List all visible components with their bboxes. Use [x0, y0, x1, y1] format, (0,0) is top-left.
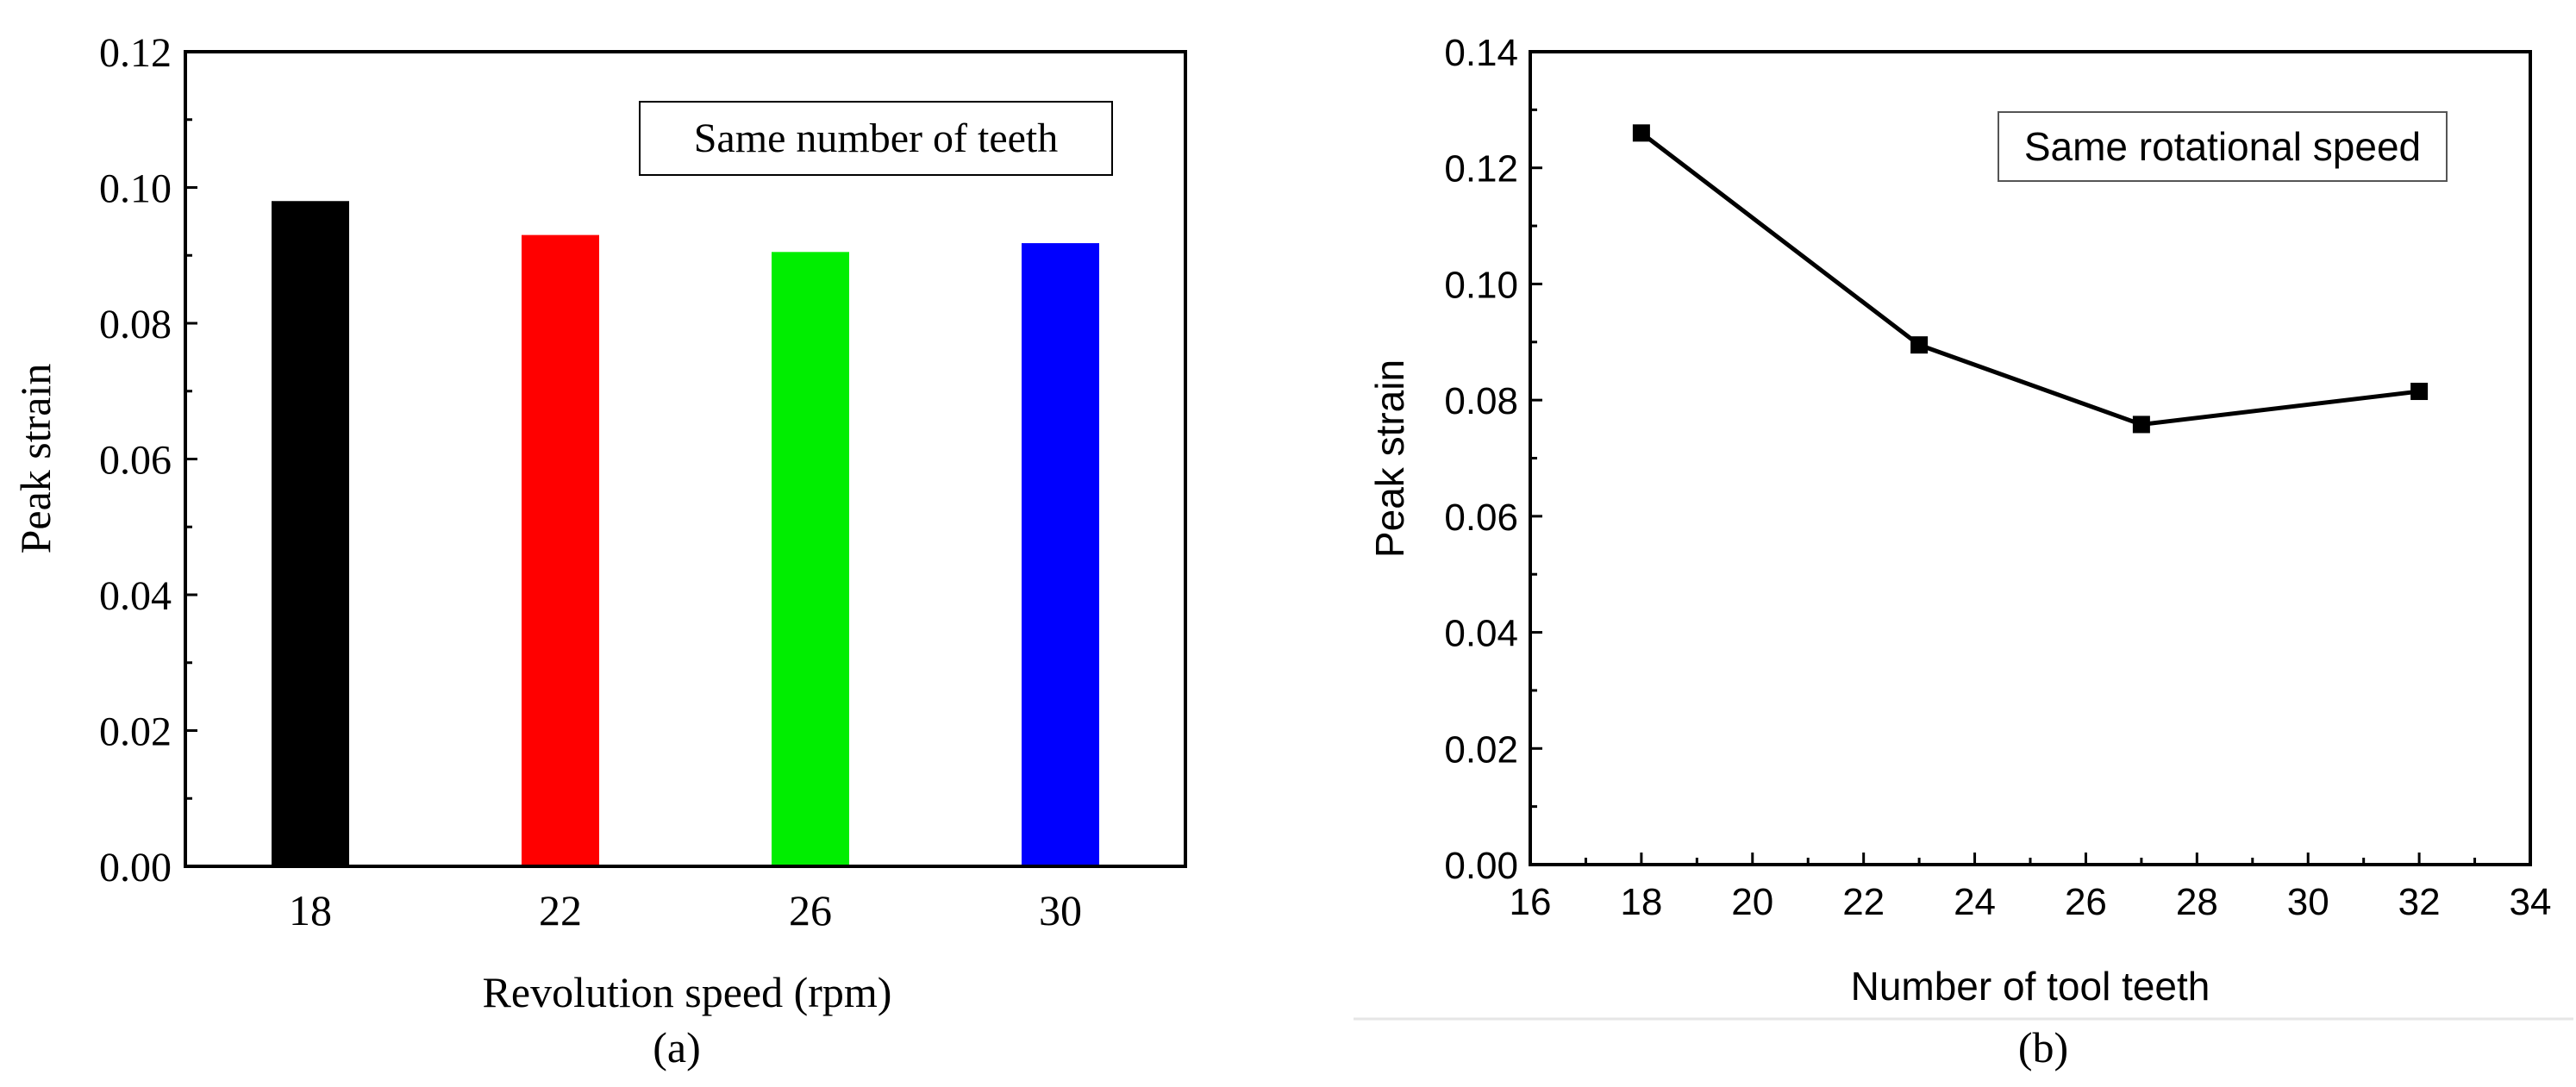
panel-b-y-tick-label: 0.04	[1444, 613, 1518, 655]
panel-a-bar-22	[522, 234, 599, 866]
panel-b-y-tick-label: 0.00	[1444, 845, 1518, 887]
panel-a-x-tick-label: 30	[1039, 886, 1082, 934]
panel-a-y-tick-label: 0.06	[99, 438, 172, 484]
panel-b-point-23	[1910, 336, 1929, 354]
panel-a-x-tick-label: 22	[539, 886, 582, 934]
panel-b-x-axis-label: Number of tool teeth	[1851, 964, 2210, 1009]
panel-b-plot-frame	[1529, 50, 2532, 866]
panel-a-annotation-box	[639, 101, 1113, 176]
panel-a-plot-frame	[184, 50, 1187, 868]
panel-b-x-tick-label: 34	[2510, 881, 2552, 923]
panel-b-point-32	[2410, 383, 2429, 401]
panel-a-bar-chart: 0.00 0.02 0.04 0.06 0.08 0.10 0.12 18 22 26 30 Sa…	[11, 30, 1187, 1071]
panel-b-x-tick-label: 28	[2176, 881, 2218, 923]
panel-b-x-tick-label: 20	[1731, 881, 1773, 923]
panel-b-annotation: Same rotational speed	[2024, 124, 2421, 169]
panel-b-y-tick-label: 0.06	[1444, 497, 1518, 539]
panel-b-x-tick-label: 18	[1620, 881, 1662, 923]
panel-a-annotation: Same number of teeth	[694, 116, 1059, 161]
panel-a-y-tick-label: 0.02	[99, 709, 172, 755]
panel-b-x-tick-label: 16	[1510, 881, 1552, 923]
panel-a-y-tick-label: 0.10	[99, 166, 172, 212]
panel-b-y-tick-label: 0.02	[1444, 728, 1518, 771]
panel-a-bar-30	[1022, 243, 1099, 866]
panel-a-bar-26	[772, 252, 849, 866]
panel-b-y-axis-label: Peak strain	[1367, 359, 1412, 558]
panel-b-x-tick-label: 30	[2287, 881, 2329, 923]
panel-b-label: (b)	[2018, 1023, 2068, 1071]
panel-a-y-tick-label: 0.04	[99, 573, 172, 619]
panel-a-y-tick-label: 0.12	[99, 30, 172, 76]
panel-b-x-tick-label: 22	[1842, 881, 1885, 923]
panel-a-y-tick-label: 0.00	[99, 845, 172, 890]
panel-a-x-tick-label: 26	[789, 886, 832, 934]
panel-a-bar-18	[272, 201, 349, 866]
panel-b-line-chart: 0.00 0.02 0.04 0.06 0.08 0.10 0.12 0.14 16 18 20 2…	[1354, 32, 2573, 1071]
panel-b-y-tick-label: 0.12	[1444, 148, 1518, 191]
panel-b-annotation-box	[1998, 111, 2448, 182]
panel-a-y-tick-label: 0.08	[99, 302, 172, 347]
panel-b-y-tick-label: 0.08	[1444, 380, 1518, 422]
panel-a-x-tick-label: 18	[289, 886, 332, 934]
panel-b-point-27	[2132, 415, 2150, 434]
panel-b-point-18	[1632, 124, 1650, 142]
panel-b-y-tick-label: 0.10	[1444, 264, 1518, 306]
panel-a-x-axis-label: Revolution speed (rpm)	[483, 968, 892, 1016]
panel-b-x-tick-label: 32	[2398, 881, 2441, 923]
panel-b-y-tick-label: 0.14	[1444, 32, 1518, 74]
panel-b-x-tick-label: 24	[1954, 881, 1996, 923]
panel-b-series-line	[1640, 131, 2420, 427]
panel-b-x-tick-label: 26	[2065, 881, 2107, 923]
panel-a-label: (a)	[653, 1023, 701, 1071]
panel-a-y-axis-label: Peak strain	[11, 364, 59, 554]
